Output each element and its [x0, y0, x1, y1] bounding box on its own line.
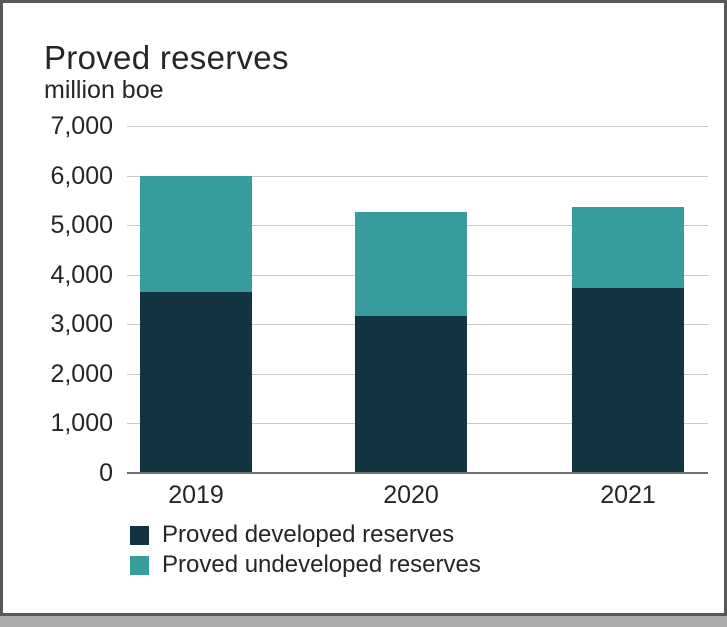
y-axis-tick-label: 4,000	[50, 261, 113, 289]
gridline-6000	[127, 176, 708, 177]
gridline-7000	[127, 126, 708, 127]
bar-2020-proved-undeveloped-reserves	[355, 212, 467, 316]
y-axis-tick-label: 2,000	[50, 360, 113, 388]
legend-swatch-proved-undeveloped-reserves	[130, 555, 149, 575]
y-axis-tick-label: 0	[99, 459, 113, 487]
legend-label: Proved developed reserves	[162, 521, 455, 548]
x-axis-tick-label-2020: 2020	[383, 481, 439, 509]
x-axis-tick-label-2019: 2019	[168, 481, 224, 509]
y-axis-tick-label: 6,000	[50, 162, 113, 190]
x-axis-tick-label-2021: 2021	[600, 481, 656, 509]
legend-swatch-proved-developed-reserves	[130, 525, 149, 545]
bar-2020-proved-developed-reserves	[355, 316, 467, 473]
plot-area: 0 1,000 2,000 3,000 4,000 5,000 6,000 7,000 201…	[3, 3, 724, 613]
legend-item-proved-undeveloped-reserves: Proved undeveloped reserves	[130, 550, 481, 580]
bar-2021-proved-undeveloped-reserves	[572, 207, 684, 288]
bar-2019-proved-developed-reserves	[140, 292, 252, 473]
y-axis-tick-label: 1,000	[50, 409, 113, 437]
y-axis-tick-label: 7,000	[50, 112, 113, 140]
y-axis-tick-label: 3,000	[50, 310, 113, 338]
bar-2021-proved-developed-reserves	[572, 288, 684, 473]
legend-label: Proved undeveloped reserves	[162, 551, 481, 578]
x-axis-line	[127, 472, 708, 474]
y-axis-tick-label: 5,000	[50, 211, 113, 239]
chart-subtitle: million boe	[44, 76, 164, 104]
legend: Proved developed reserves Proved undevelo…	[130, 520, 481, 580]
legend-item-proved-developed-reserves: Proved developed reserves	[130, 520, 481, 550]
bar-2019-proved-undeveloped-reserves	[140, 176, 252, 292]
chart-title: Proved reserves	[44, 39, 289, 76]
